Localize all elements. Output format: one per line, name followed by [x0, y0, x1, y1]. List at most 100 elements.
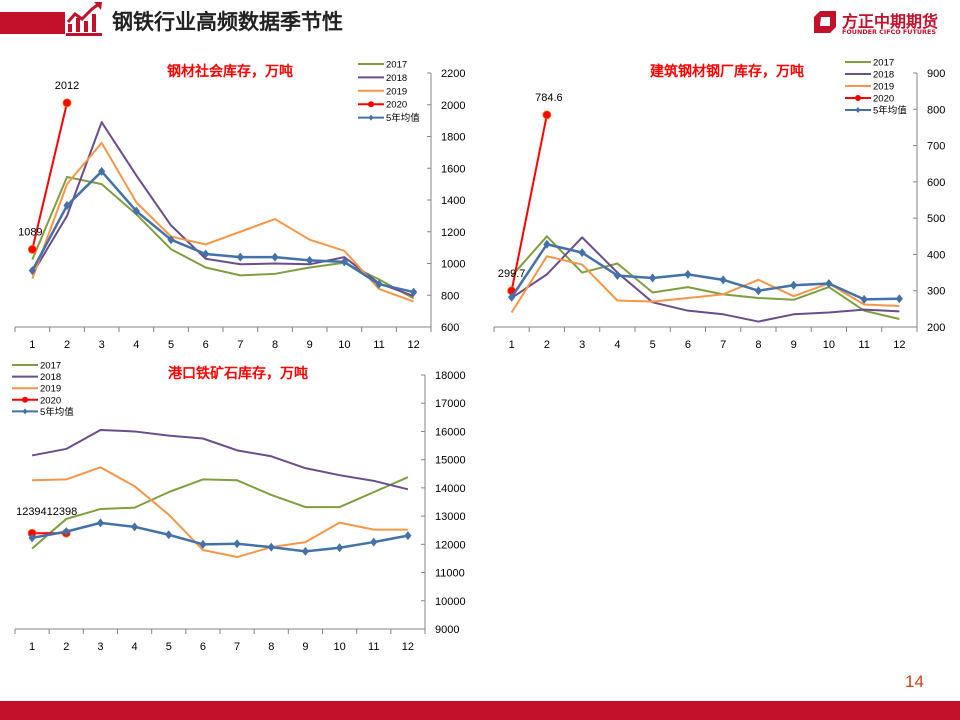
data-point-marker — [132, 206, 140, 216]
x-tick-label: 5 — [168, 339, 174, 351]
data-point-marker — [301, 546, 310, 556]
header-accent-bar — [0, 12, 65, 34]
data-point-marker — [165, 530, 173, 540]
y-tick-label: 1600 — [441, 163, 465, 175]
y-tick-label: 2000 — [441, 100, 465, 112]
x-tick-label: 2 — [64, 339, 70, 351]
x-tick-label: 7 — [720, 339, 726, 351]
y-tick-label: 1800 — [441, 132, 465, 144]
data-point-marker — [236, 252, 244, 262]
chart-title: 钢材社会库存，万吨 — [167, 63, 293, 80]
data-point-marker — [340, 257, 348, 267]
data-point-marker — [62, 98, 72, 108]
x-tick-label: 11 — [368, 641, 379, 653]
data-point-marker — [199, 539, 207, 549]
x-tick-label: 5 — [166, 641, 172, 653]
x-tick-label: 9 — [791, 339, 797, 351]
legend-label: 2019 — [873, 82, 894, 93]
series-line-2019 — [31, 141, 415, 303]
data-point-marker — [613, 270, 621, 280]
series-line-2019 — [32, 466, 408, 559]
data-point-marker — [542, 110, 552, 120]
legend-label: 2017 — [386, 60, 407, 71]
y-tick-label: 1200 — [441, 227, 465, 239]
data-point-marker — [28, 533, 36, 543]
data-point-marker — [825, 278, 833, 288]
x-tick-label: 11 — [373, 339, 384, 351]
data-point-marker — [267, 542, 275, 552]
data-point-marker — [202, 249, 210, 259]
data-point-marker — [167, 235, 175, 245]
data-point-marker — [370, 537, 378, 547]
series-line-2018 — [31, 121, 415, 297]
y-tick-label: 9000 — [435, 624, 459, 636]
x-tick-label: 6 — [685, 339, 691, 351]
data-point-marker — [63, 201, 71, 211]
legend-marker — [855, 107, 861, 113]
y-tick-label: 2200 — [441, 68, 465, 80]
x-tick-label: 8 — [755, 339, 761, 351]
x-tick-label: 4 — [132, 641, 138, 653]
y-tick-label: 600 — [927, 177, 945, 189]
x-tick-label: 6 — [203, 339, 209, 351]
data-point-marker — [306, 255, 314, 265]
page-title: 钢铁行业高频数据季节性 — [112, 10, 343, 34]
legend-label: 2017 — [873, 58, 894, 69]
data-point-marker — [895, 294, 903, 304]
data-point-marker — [410, 287, 418, 297]
data-point-marker — [98, 166, 106, 176]
x-tick-label: 12 — [408, 339, 420, 351]
legend-label: 2019 — [40, 384, 61, 395]
x-tick-label: 8 — [272, 339, 278, 351]
data-point-marker — [28, 266, 36, 276]
legend-label: 2018 — [40, 372, 61, 383]
x-tick-label: 6 — [200, 641, 206, 653]
legend-label: 2018 — [386, 73, 407, 84]
legend-marker — [368, 114, 374, 121]
data-point-marker — [335, 543, 344, 553]
data-label: 1089 — [18, 226, 42, 238]
series-line-2018 — [31, 429, 409, 491]
y-tick-label: 800 — [441, 290, 459, 302]
data-point-marker — [754, 286, 762, 296]
x-tick-label: 10 — [338, 339, 350, 351]
data-point-marker — [96, 518, 105, 528]
data-point-marker — [719, 275, 727, 285]
x-tick-label: 10 — [823, 339, 835, 351]
legend-label: 2020 — [40, 395, 61, 406]
data-point-marker — [649, 273, 657, 283]
x-tick-label: 3 — [579, 339, 585, 351]
data-point-marker — [130, 522, 139, 532]
y-tick-label: 15000 — [435, 455, 466, 467]
y-tick-label: 1400 — [441, 195, 465, 207]
y-tick-label: 14000 — [435, 483, 466, 495]
x-tick-label: 1 — [29, 339, 35, 351]
data-point-marker — [508, 292, 516, 302]
legend-marker — [855, 95, 861, 101]
data-point-marker — [404, 531, 412, 541]
series-line-2020 — [31, 102, 68, 250]
footer-accent-bar — [0, 701, 960, 720]
x-tick-label: 11 — [858, 339, 869, 351]
series-line-5年均值 — [31, 521, 409, 553]
y-tick-label: 200 — [927, 322, 945, 334]
x-tick-label: 4 — [133, 339, 139, 351]
logo-text-en: FOUNDER CIFCO FUTURES — [842, 28, 936, 36]
data-label: 784.6 — [535, 92, 563, 104]
logo-text-cn: 方正中期期货 — [842, 12, 939, 31]
data-point-marker — [233, 539, 241, 549]
series-line-5年均值 — [510, 243, 900, 301]
legend-marker — [22, 396, 28, 403]
y-tick-label: 12000 — [435, 539, 466, 551]
rising-chart-icon — [66, 2, 102, 36]
company-logo: 方正中期期货 FOUNDER CIFCO FUTURES — [812, 8, 952, 42]
x-tick-label: 1 — [509, 339, 515, 351]
legend-label: 5年均值 — [873, 105, 907, 117]
series-line-2017 — [510, 235, 900, 320]
y-tick-label: 500 — [927, 213, 945, 225]
x-tick-label: 7 — [234, 641, 240, 653]
legend-label: 2020 — [873, 94, 894, 105]
y-tick-label: 900 — [927, 68, 945, 80]
y-tick-label: 10000 — [435, 596, 466, 608]
